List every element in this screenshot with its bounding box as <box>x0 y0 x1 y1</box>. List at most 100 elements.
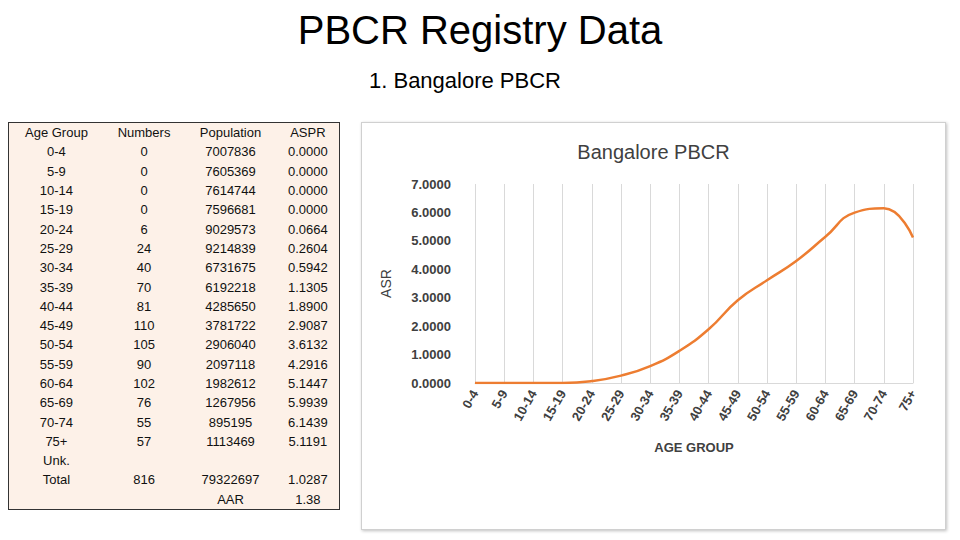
html-text:0.0664: 0.0664 <box>288 221 328 237</box>
html-text:PBCR Registry Data: PBCR Registry Data <box>297 8 663 52</box>
html-text:0.0000: 0.0000 <box>288 144 328 160</box>
html-text:6192218: 6192218 <box>205 279 256 295</box>
html-text:75+: 75+ <box>45 433 68 449</box>
html-text:5.1191: 5.1191 <box>288 433 328 449</box>
html-text:20-24: 20-24 <box>39 221 73 237</box>
html-text:1267956: 1267956 <box>205 395 256 411</box>
html-text:9029573: 9029573 <box>205 221 256 237</box>
html-text:Total: Total <box>42 472 71 488</box>
svg-text:65-69: 65-69 <box>831 387 861 423</box>
html-text:1982612: 1982612 <box>205 376 256 391</box>
html-text:1.38: 1.38 <box>295 491 321 507</box>
html-text:102: 102 <box>133 376 155 391</box>
html-text:1. Bangalore PBCR: 1. Bangalore PBCR <box>369 68 561 93</box>
html-text:10-14: 10-14 <box>39 183 73 198</box>
svg-text:0-4: 0-4 <box>459 387 482 411</box>
html-text:6.1439: 6.1439 <box>288 414 328 430</box>
svg-text:50-54: 50-54 <box>744 387 774 424</box>
html-text:0: 0 <box>140 144 148 160</box>
html-text:9214839: 9214839 <box>205 240 256 256</box>
html-text:2097118: 2097118 <box>205 356 256 372</box>
html-text:110: 110 <box>133 318 155 334</box>
html-text:76: 76 <box>136 395 152 411</box>
html-text:Unk.: Unk. <box>43 453 70 469</box>
html-text:0.2604: 0.2604 <box>288 240 328 256</box>
svg-text:60-64: 60-64 <box>802 387 832 424</box>
svg-text:35-39: 35-39 <box>656 387 686 423</box>
svg-text:4.0000: 4.0000 <box>411 262 451 277</box>
svg-text:15-19: 15-19 <box>539 387 569 423</box>
html-text:2.9087: 2.9087 <box>288 318 328 334</box>
html-text:40-44: 40-44 <box>39 298 73 314</box>
svg-text:2.0000: 2.0000 <box>411 319 451 334</box>
html-text:ASPR: ASPR <box>290 125 326 141</box>
html-text:Population: Population <box>199 125 262 141</box>
svg-text:10-14: 10-14 <box>510 387 540 424</box>
html-text:55-59: 55-59 <box>39 356 73 372</box>
html-text:816: 816 <box>133 472 155 488</box>
svg-text:25-29: 25-29 <box>598 387 628 423</box>
html-text:35-39: 35-39 <box>39 279 73 295</box>
svg-text:Bangalore PBCR: Bangalore PBCR <box>577 141 729 163</box>
svg-text:55-59: 55-59 <box>773 387 803 423</box>
svg-text:45-49: 45-49 <box>715 387 745 423</box>
html-text:0.0000: 0.0000 <box>288 183 328 198</box>
svg-text:30-34: 30-34 <box>627 387 657 424</box>
html-text:70: 70 <box>136 279 152 295</box>
svg-text:5-9: 5-9 <box>488 387 510 411</box>
html-text:895195: 895195 <box>208 414 253 430</box>
svg-text:0.0000: 0.0000 <box>411 376 451 391</box>
html-text:81: 81 <box>136 298 152 314</box>
html-text:0.0000: 0.0000 <box>288 163 328 179</box>
html-text:2906040: 2906040 <box>205 337 256 353</box>
html-text:70-74: 70-74 <box>39 414 73 430</box>
html-text:0-4: 0-4 <box>47 144 66 160</box>
html-text:30-34: 30-34 <box>39 260 73 276</box>
html-text:5.1447: 5.1447 <box>288 376 328 391</box>
html-text:65-69: 65-69 <box>39 395 73 411</box>
html-text:Age Group: Age Group <box>25 125 88 141</box>
html-text:1.8900: 1.8900 <box>288 298 328 314</box>
svg-text:70-74: 70-74 <box>861 387 891 424</box>
html-text:7614744: 7614744 <box>205 183 256 198</box>
svg-text:40-44: 40-44 <box>685 387 715 424</box>
html-text:5-9: 5-9 <box>47 163 66 179</box>
html-text:3.6132: 3.6132 <box>288 337 328 353</box>
html-text:40: 40 <box>136 260 152 276</box>
html-text:50-54: 50-54 <box>39 337 73 353</box>
html-text:0.0000: 0.0000 <box>288 202 328 218</box>
svg-text:AGE GROUP: AGE GROUP <box>654 440 734 455</box>
html-text:25-29: 25-29 <box>39 240 73 256</box>
html-text:105: 105 <box>133 337 155 353</box>
html-text:0.5942: 0.5942 <box>288 260 328 276</box>
svg-text:5.0000: 5.0000 <box>411 233 451 248</box>
html-text:7596681: 7596681 <box>205 202 256 218</box>
html-text:15-19: 15-19 <box>39 202 73 218</box>
svg-text:20-24: 20-24 <box>569 387 599 424</box>
html-text:1.0287: 1.0287 <box>288 472 328 488</box>
html-text:Numbers: Numbers <box>117 125 171 141</box>
svg-text:7.0000: 7.0000 <box>411 177 451 192</box>
html-text:60-64: 60-64 <box>39 376 73 391</box>
html-text:7007836: 7007836 <box>205 144 256 160</box>
html-text:3781722: 3781722 <box>205 318 256 334</box>
svg-text:75+: 75+ <box>895 387 919 414</box>
html-text:24: 24 <box>136 240 152 256</box>
html-text:57: 57 <box>136 433 152 449</box>
html-text:90: 90 <box>136 356 152 372</box>
html-text:4285650: 4285650 <box>205 298 256 314</box>
html-text:1.1305: 1.1305 <box>288 279 328 295</box>
html-text:6731675: 6731675 <box>205 260 256 276</box>
svg-text:ASR: ASR <box>378 269 394 298</box>
html-text:4.2916: 4.2916 <box>288 356 328 372</box>
svg-text:1.0000: 1.0000 <box>411 347 451 362</box>
html-text:1113469: 1113469 <box>206 433 255 449</box>
html-text:55: 55 <box>136 414 152 430</box>
svg-text:6.0000: 6.0000 <box>411 205 451 220</box>
html-text:AAR: AAR <box>217 491 244 507</box>
html-text:79322697: 79322697 <box>201 472 260 488</box>
html-text:5.9939: 5.9939 <box>288 395 328 411</box>
html-text:7605369: 7605369 <box>205 163 256 179</box>
svg-text:3.0000: 3.0000 <box>411 290 451 305</box>
html-text:45-49: 45-49 <box>39 318 73 334</box>
